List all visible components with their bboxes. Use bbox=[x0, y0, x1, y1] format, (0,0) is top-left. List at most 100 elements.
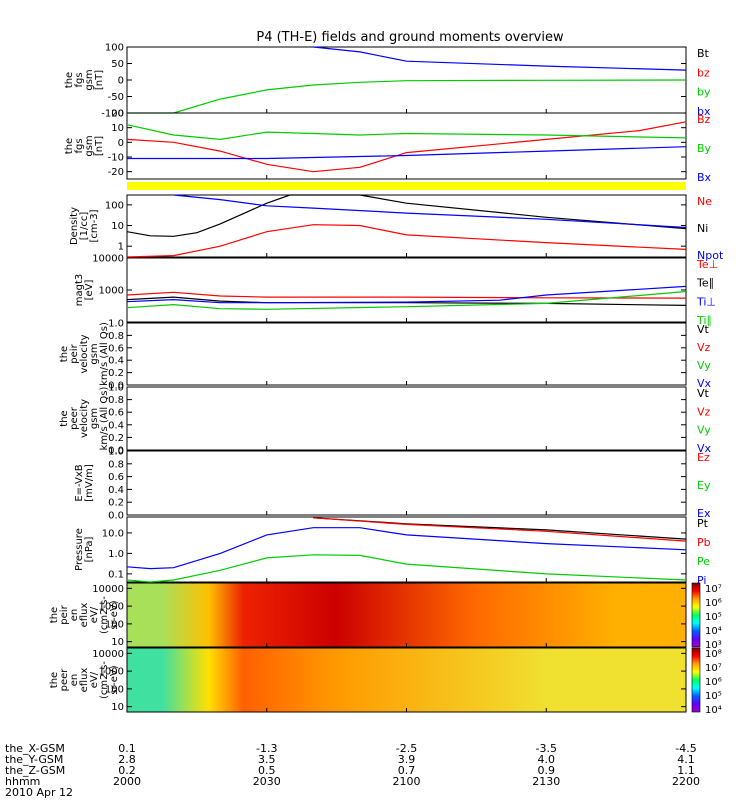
colorbar-tick-label: 10⁴ bbox=[705, 705, 722, 716]
y-tick-label: -100 bbox=[101, 109, 124, 120]
colorbar-tick-label: 10⁷ bbox=[705, 584, 722, 595]
y-tick-label: 0.4 bbox=[108, 356, 124, 367]
x-row-value: 2.8 bbox=[118, 753, 136, 766]
x-row-value: 0.1 bbox=[118, 742, 136, 755]
series-line bbox=[313, 517, 687, 542]
legend-entry: Bz bbox=[697, 113, 711, 126]
spectrogram-region bbox=[267, 648, 407, 712]
legend-entry: Te⊥ bbox=[696, 258, 718, 271]
legend-entry: Pe bbox=[697, 555, 710, 568]
legend-entry: Vt bbox=[697, 387, 710, 400]
x-row-value: 2130 bbox=[532, 775, 560, 788]
legend-entry: Vy bbox=[697, 359, 711, 372]
legend-entry: Vt bbox=[697, 323, 710, 336]
y-tick-label: 100 bbox=[105, 619, 124, 630]
y-axis-label-line: km/s (All Qs) bbox=[99, 322, 110, 386]
y-axis-label-line: (cm2-s- bbox=[99, 596, 110, 634]
y-axis-label: Density[1/cc][cm-3] bbox=[69, 207, 100, 245]
y-tick-label: 10 bbox=[111, 123, 124, 134]
y-axis-label-line: the bbox=[49, 607, 60, 623]
y-axis-label-line: [mV/m] bbox=[84, 464, 95, 502]
legend-entry: Bt bbox=[697, 47, 710, 60]
x-row-value: 1.1 bbox=[677, 764, 695, 777]
y-axis-label-line: velocity bbox=[79, 334, 90, 373]
y-tick-label: 0.0 bbox=[108, 381, 124, 392]
colorbar-tick-label: 10³ bbox=[705, 640, 722, 651]
y-tick-label: 1.0 bbox=[108, 549, 124, 560]
y-tick-label: 0.6 bbox=[108, 472, 124, 483]
colorbar-tick-label: 10⁸ bbox=[705, 649, 722, 660]
y-axis-label: thepeervelocitygsmkm/s (All Qs) bbox=[59, 387, 110, 451]
colorbar-tick-label: 10⁶ bbox=[705, 598, 722, 609]
panel-frame bbox=[126, 112, 687, 180]
legend-entry: by bbox=[697, 86, 711, 99]
y-tick-label: 10 bbox=[111, 221, 124, 232]
y-tick-label: 1000 bbox=[99, 667, 124, 678]
legend-entry: Vx bbox=[697, 442, 712, 455]
legend-entry: Te∥ bbox=[696, 277, 714, 290]
x-row-value: 2000 bbox=[113, 775, 141, 788]
spectrogram-region bbox=[127, 648, 197, 712]
y-axis-label-line: gsm bbox=[84, 69, 95, 90]
y-tick-label: 10000 bbox=[92, 584, 124, 595]
x-row-label: the_Y-GSM bbox=[5, 753, 63, 766]
y-tick-label: 0.2 bbox=[108, 368, 124, 379]
panel-flag-strip bbox=[127, 182, 686, 190]
y-axis-label-line: [nT] bbox=[94, 70, 105, 90]
y-tick-label: 0.4 bbox=[108, 420, 124, 431]
y-tick-label: 1.0 bbox=[108, 383, 124, 394]
y-axis-label: E=-VxB[mV/m] bbox=[74, 464, 95, 502]
y-axis-label-line: km/s (All Qs) bbox=[99, 387, 110, 451]
y-tick-label: 0.8 bbox=[108, 331, 124, 342]
y-axis-label-line: fgs bbox=[74, 72, 85, 87]
y-axis-label: thepeirvelocitygsmkm/s (All Qs) bbox=[59, 322, 110, 386]
spectrogram-region bbox=[197, 648, 220, 712]
y-axis-label: Pressure[nPa] bbox=[74, 528, 95, 571]
x-axis-rows: the_X-GSM 0.1 -1.3 -2.5 -3.5 -4.5 the_Y-GSM 2.8… bbox=[5, 742, 700, 799]
y-axis-label-line: the bbox=[49, 672, 60, 688]
y-axis-label-line: eflux bbox=[79, 668, 90, 693]
y-tick-label: 10 bbox=[111, 702, 124, 713]
y-tick-label: 1000 bbox=[99, 602, 124, 613]
x-row-value: 0.5 bbox=[258, 764, 276, 777]
x-row-value: 3.5 bbox=[258, 753, 276, 766]
x-row-value: 2200 bbox=[672, 775, 700, 788]
spectrogram-region bbox=[127, 583, 197, 647]
y-axis-label-line: magt3 bbox=[74, 274, 85, 307]
panel-peir-velocity: 1.00.80.60.40.20.0thepeirvelocitygsmkm/s… bbox=[59, 319, 712, 392]
panel-frame bbox=[126, 257, 687, 323]
y-axis-label-line: peir bbox=[59, 604, 70, 624]
y-tick-label: 1.0 bbox=[108, 319, 124, 330]
spectrogram-region bbox=[220, 583, 267, 647]
series-line bbox=[126, 285, 687, 304]
series-line bbox=[126, 194, 687, 237]
y-tick-label: 10000 bbox=[92, 649, 124, 660]
y-axis-label-line: eV/ bbox=[89, 606, 100, 623]
panel-magt3: 10000 1000 magt3[eV] Te⊥ Te∥ Ti⊥ Ti∥ bbox=[74, 254, 718, 328]
series-line bbox=[126, 527, 687, 570]
x-row-label: the_X-GSM bbox=[5, 742, 65, 755]
y-tick-label: 20 bbox=[111, 109, 124, 120]
x-row-value: 4.0 bbox=[538, 753, 556, 766]
legend-entry: Ne bbox=[697, 195, 712, 208]
y-axis-label: thepeirenefluxeV/(cm2-s-sr-eV) bbox=[49, 596, 120, 634]
series-line bbox=[313, 46, 687, 71]
colorbar-tick-label: 10⁵ bbox=[705, 612, 722, 623]
x-row-value: -4.5 bbox=[675, 742, 696, 755]
panels: 100500-50-100thefgsgsm[nT]Btbzbybx20100-… bbox=[49, 43, 724, 717]
panel-fgs-gsm: 100 50 0 -50 -100 thefgsgsm[nT] Bt bz by bx bbox=[64, 43, 711, 120]
series-line bbox=[126, 121, 687, 173]
y-axis-label-line: fgs bbox=[74, 138, 85, 153]
y-tick-label: 0.8 bbox=[108, 395, 124, 406]
y-tick-label: 0.6 bbox=[108, 408, 124, 419]
panel-e-vxb: 1.00.8 0.6 0.4 0.2 0.0 E=-VxB[mV/m] Ez Ey Ex bbox=[74, 447, 711, 522]
x-row-value: 4.1 bbox=[677, 753, 695, 766]
legend-entry: Ni bbox=[697, 222, 708, 235]
legend-entry: Ey bbox=[697, 479, 711, 492]
series-line bbox=[126, 290, 687, 310]
spectrogram-region bbox=[407, 583, 547, 647]
spectrogram-fill bbox=[127, 583, 686, 647]
y-axis-label-line: the bbox=[59, 346, 70, 362]
